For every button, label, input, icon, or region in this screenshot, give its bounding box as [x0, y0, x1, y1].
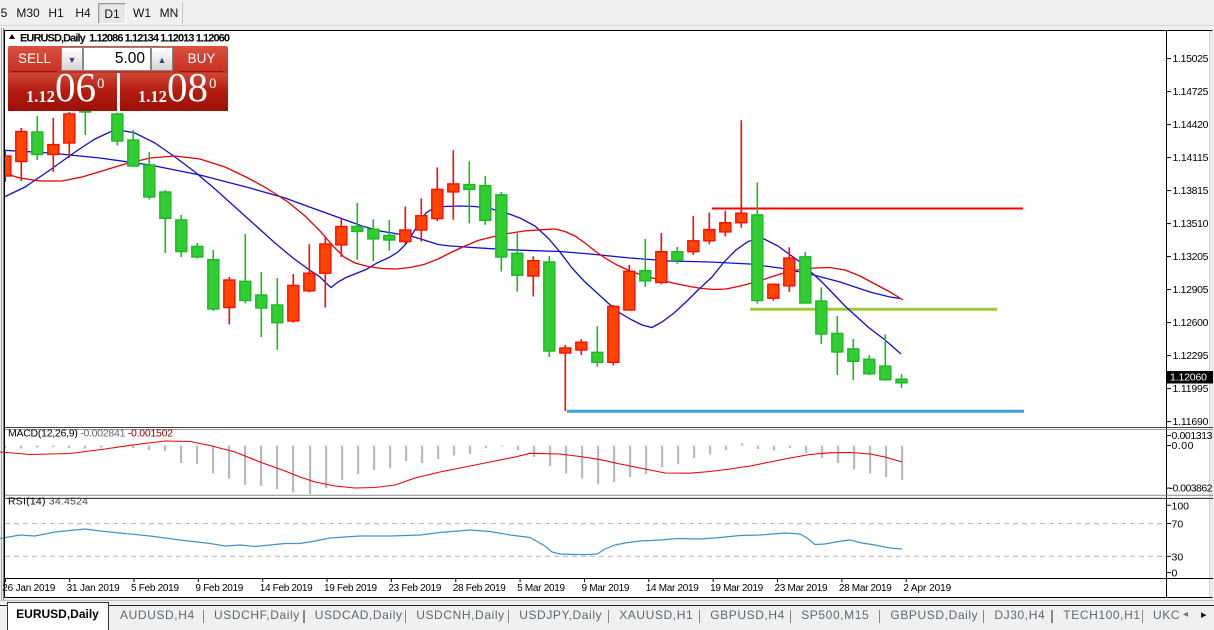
svg-text:5 Feb 2019: 5 Feb 2019 [131, 583, 179, 594]
svg-text:1.12060: 1.12060 [1170, 372, 1207, 384]
svg-text:28 Mar 2019: 28 Mar 2019 [839, 583, 892, 594]
svg-text:100: 100 [1172, 500, 1190, 512]
svg-text:19 Mar 2019: 19 Mar 2019 [710, 583, 763, 594]
svg-text:1.12295: 1.12295 [1173, 350, 1209, 362]
svg-text:31 Jan 2019: 31 Jan 2019 [67, 583, 120, 594]
svg-text:26 Jan 2019: 26 Jan 2019 [2, 583, 55, 594]
svg-text:MACD(12,26,9) -0.002841 -0.001: MACD(12,26,9) -0.002841 -0.001502 [8, 428, 173, 440]
svg-text:0.00: 0.00 [1172, 440, 1194, 452]
svg-text:1.11995: 1.11995 [1173, 383, 1209, 395]
svg-text:EURUSD,Daily 1.12086 1.12134: EURUSD,Daily 1.12086 1.12134 1.12013 1.1… [20, 33, 230, 45]
svg-text:70: 70 [1172, 519, 1184, 531]
svg-text:19 Feb 2019: 19 Feb 2019 [324, 583, 377, 594]
svg-text:23 Feb 2019: 23 Feb 2019 [388, 583, 441, 594]
svg-text:-0.003862: -0.003862 [1170, 483, 1213, 495]
svg-text:1.13510: 1.13510 [1173, 218, 1209, 230]
svg-text:9 Mar 2019: 9 Mar 2019 [581, 583, 629, 594]
svg-text:RSI(14) 34.4524: RSI(14) 34.4524 [8, 496, 88, 508]
svg-text:14 Feb 2019: 14 Feb 2019 [260, 583, 313, 594]
svg-text:0: 0 [1172, 568, 1178, 580]
svg-text:9 Feb 2019: 9 Feb 2019 [195, 583, 243, 594]
svg-text:1.15025: 1.15025 [1173, 53, 1209, 65]
svg-text:1.11690: 1.11690 [1173, 416, 1209, 428]
svg-text:1.14115: 1.14115 [1173, 152, 1209, 164]
svg-text:28 Feb 2019: 28 Feb 2019 [453, 583, 506, 594]
svg-text:30: 30 [1172, 551, 1184, 563]
svg-text:1.14725: 1.14725 [1173, 86, 1209, 98]
svg-text:1.13205: 1.13205 [1173, 251, 1209, 263]
svg-text:2 Apr 2019: 2 Apr 2019 [903, 583, 951, 594]
svg-text:23 Mar 2019: 23 Mar 2019 [775, 583, 828, 594]
svg-text:1.13815: 1.13815 [1173, 185, 1209, 197]
svg-text:14 Mar 2019: 14 Mar 2019 [646, 583, 699, 594]
svg-text:1.12905: 1.12905 [1173, 284, 1209, 296]
svg-text:5 Mar 2019: 5 Mar 2019 [517, 583, 565, 594]
svg-text:1.14420: 1.14420 [1173, 119, 1209, 131]
svg-text:1.12600: 1.12600 [1173, 317, 1209, 329]
